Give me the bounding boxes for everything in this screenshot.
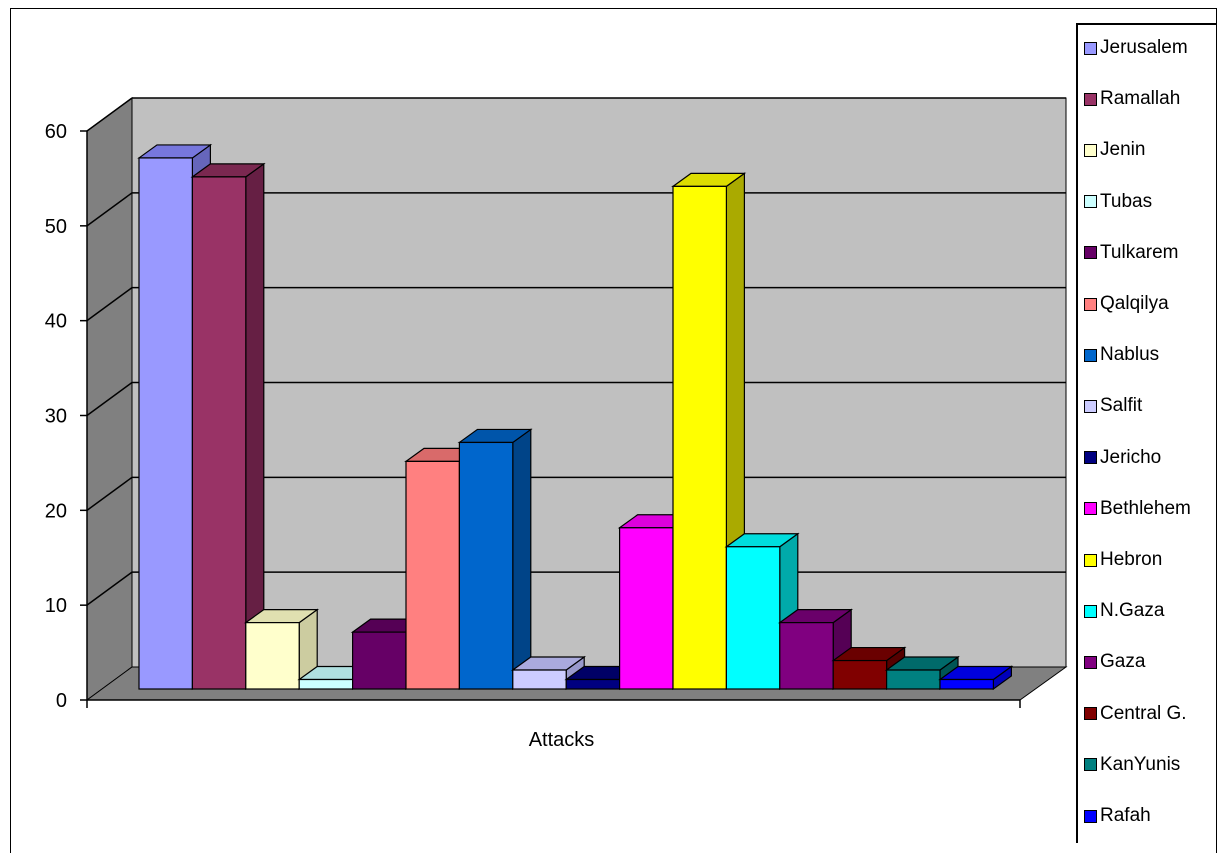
- legend-item: Tubas: [1084, 190, 1152, 214]
- legend-label: Tubas: [1100, 190, 1153, 212]
- chart-legend: Jerusalem Ramallah Jenin Tubas Tulkarem Qalqi…: [1076, 23, 1216, 843]
- legend-item: Jericho: [1084, 446, 1161, 470]
- legend-label: Hebron: [1100, 549, 1163, 570]
- bar-kanyunis: [885, 669, 941, 690]
- bar-ramallah: [191, 176, 247, 690]
- legend-item: Salfit: [1084, 394, 1142, 418]
- legend-label: Ramallah: [1100, 88, 1181, 110]
- legend-item: N.Gaza: [1084, 599, 1164, 623]
- bar-hebron: [672, 185, 728, 690]
- bar-jericho: [565, 678, 621, 690]
- y-tick-label: 10: [45, 595, 67, 617]
- bar-gaza: [779, 622, 834, 690]
- chart-frame: [10, 8, 1217, 853]
- legend-label: Jenin: [1100, 139, 1146, 161]
- legend-item: Bethlehem: [1084, 497, 1191, 521]
- y-tick-label: 40: [45, 311, 67, 333]
- bar-side-nablus: [512, 428, 532, 691]
- gridline-side: [86, 97, 133, 132]
- legend-swatch: [1084, 502, 1097, 516]
- legend-swatch: [1084, 707, 1097, 721]
- legend-label: Rafah: [1100, 805, 1151, 826]
- x-category-label: Attacks: [529, 729, 595, 751]
- bar-salfit: [512, 669, 567, 690]
- legend-item: Hebron: [1084, 548, 1162, 572]
- legend-swatch: [1084, 297, 1097, 311]
- legend-swatch: [1084, 655, 1097, 669]
- legend-swatch: [1084, 809, 1097, 823]
- legend-label: Salfit: [1100, 395, 1143, 417]
- y-tick-label: 0: [56, 690, 67, 712]
- legend-label: Nablus: [1100, 344, 1160, 366]
- gridline-side: [86, 192, 133, 227]
- bar-tubas: [298, 678, 354, 690]
- legend-item: KanYunis: [1084, 753, 1180, 777]
- legend-label: Tulkarem: [1100, 241, 1179, 263]
- legend-label: Central G.: [1100, 702, 1187, 724]
- legend-item: Jenin: [1084, 138, 1145, 162]
- legend-label: Qalqilya: [1100, 293, 1169, 314]
- legend-label: Bethlehem: [1100, 497, 1191, 519]
- legend-label: Jerusalem: [1100, 37, 1188, 58]
- legend-item: Rafah: [1084, 804, 1151, 828]
- bar-rafah: [939, 678, 995, 690]
- y-tick-label: 30: [45, 406, 67, 428]
- legend-item: Tulkarem: [1084, 241, 1178, 265]
- legend-swatch: [1084, 604, 1097, 618]
- bar-nablus: [458, 441, 514, 690]
- legend-item: Jerusalem: [1084, 36, 1188, 60]
- legend-label: KanYunis: [1100, 753, 1181, 775]
- bar-n-gaza: [725, 546, 781, 690]
- legend-item: Qalqilya: [1084, 292, 1169, 316]
- legend-item: Gaza: [1084, 650, 1145, 674]
- legend-label: Gaza: [1100, 651, 1146, 673]
- legend-swatch: [1084, 143, 1097, 157]
- y-tick-label: 20: [45, 500, 67, 522]
- gridline-side: [86, 476, 133, 511]
- bar-jerusalem: [138, 157, 194, 690]
- legend-swatch: [1084, 195, 1097, 209]
- bar-tulkarem: [352, 631, 407, 690]
- legend-item: Nablus: [1084, 343, 1159, 367]
- legend-label: N.Gaza: [1100, 600, 1165, 622]
- legend-swatch: [1084, 41, 1097, 55]
- legend-item: Ramallah: [1084, 87, 1180, 111]
- legend-swatch: [1084, 399, 1097, 413]
- legend-swatch: [1084, 758, 1097, 772]
- legend-swatch: [1084, 451, 1097, 465]
- bar-qalqilya: [405, 460, 461, 690]
- legend-swatch: [1084, 92, 1097, 106]
- legend-swatch: [1084, 246, 1097, 260]
- gridline-side: [86, 381, 133, 417]
- legend-swatch: [1084, 348, 1097, 362]
- bar-central-g: [832, 659, 888, 690]
- y-tick-label: 50: [45, 216, 67, 238]
- bar-jenin: [245, 622, 300, 690]
- gridline-side: [86, 571, 133, 606]
- gridline-side: [86, 287, 133, 322]
- bar-side-ramallah: [245, 162, 265, 691]
- y-tick-label: 60: [45, 121, 67, 143]
- legend-swatch: [1084, 553, 1097, 567]
- bar-bethlehem: [618, 527, 674, 690]
- legend-label: Jericho: [1100, 446, 1162, 468]
- legend-item: Central G.: [1084, 702, 1187, 726]
